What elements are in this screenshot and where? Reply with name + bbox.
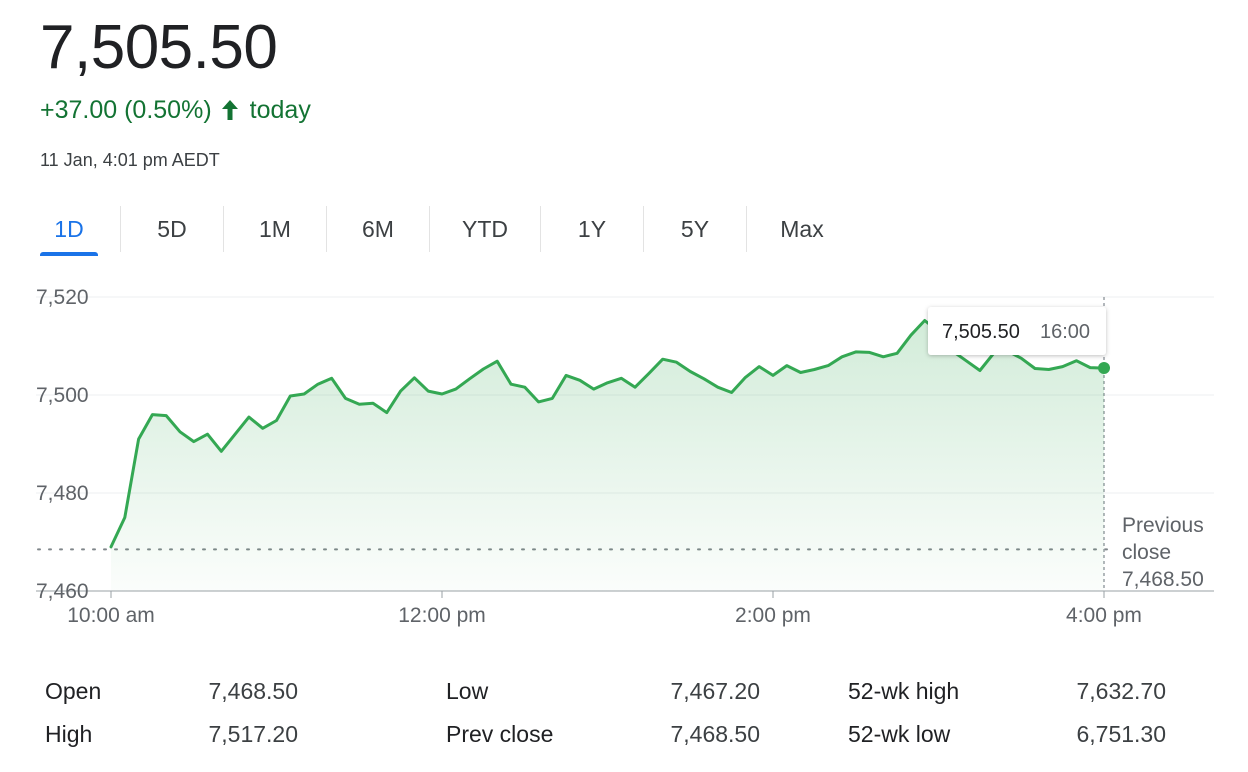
stat-label: 52-wk low bbox=[848, 721, 951, 747]
tab-1d[interactable]: 1D bbox=[18, 206, 121, 256]
tab-5y[interactable]: 5Y bbox=[644, 206, 747, 252]
tooltip-value: 7,505.50 bbox=[942, 321, 1020, 343]
tab-5d[interactable]: 5D bbox=[121, 206, 224, 252]
change-amount: +37.00 (0.50%) bbox=[40, 96, 212, 124]
x-tick-label: 12:00 pm bbox=[398, 604, 486, 627]
tab-max[interactable]: Max bbox=[780, 216, 824, 242]
stat-value: 7,517.20 bbox=[208, 721, 298, 747]
stat-value: 6,751.30 bbox=[1076, 721, 1166, 747]
tab-6m[interactable]: 6M bbox=[327, 206, 430, 252]
series-area bbox=[111, 320, 1104, 591]
previous-close-label: close bbox=[1122, 541, 1171, 564]
stat-value: 7,468.50 bbox=[208, 678, 298, 704]
tooltip: 7,505.50 16:00 bbox=[928, 307, 1106, 355]
x-tick-label: 4:00 pm bbox=[1066, 604, 1142, 627]
stat-label: Prev close bbox=[446, 721, 554, 747]
stat-label: Low bbox=[446, 678, 489, 704]
stat-value: 7,467.20 bbox=[670, 678, 760, 704]
stat-52-wk-low: 52-wk low 6,751.30 bbox=[848, 721, 1166, 748]
stat-label: High bbox=[45, 721, 93, 747]
arrow-up-icon bbox=[220, 97, 242, 123]
x-tick-label: 10:00 am bbox=[67, 604, 155, 627]
tab-1y[interactable]: 1Y bbox=[541, 206, 644, 252]
current-price: 7,505.50 bbox=[40, 13, 278, 82]
stat-52-wk-high: 52-wk high 7,632.70 bbox=[848, 678, 1166, 705]
y-tick-label: 7,500 bbox=[36, 384, 89, 407]
price-change: +37.00 (0.50%) today bbox=[40, 94, 311, 126]
stat-label: 52-wk high bbox=[848, 678, 960, 704]
stat-prev-close: Prev close 7,468.50 bbox=[446, 721, 760, 748]
last-point bbox=[1098, 362, 1110, 375]
y-tick-label: 7,460 bbox=[36, 580, 89, 603]
tab-ytd[interactable]: YTD bbox=[430, 206, 541, 252]
tooltip-box bbox=[928, 307, 1106, 355]
tab-1m[interactable]: 1M bbox=[224, 206, 327, 252]
y-tick-label: 7,480 bbox=[36, 482, 89, 505]
previous-close-label: 7,468.50 bbox=[1122, 568, 1204, 591]
stat-label: Open bbox=[45, 678, 102, 704]
stat-open: Open 7,468.50 bbox=[45, 678, 298, 705]
range-tabs: 1D 5D 1M 6M YTD 1Y 5Y Max bbox=[18, 206, 857, 256]
stats-row: High 7,517.20 Prev close 7,468.50 52-wk low 6… bbox=[45, 713, 1205, 756]
previous-close-label: Previous bbox=[1122, 514, 1204, 537]
x-tick-label: 2:00 pm bbox=[735, 604, 811, 627]
stat-value: 7,468.50 bbox=[670, 721, 760, 747]
stats-row: Open 7,468.50 Low 7,467.20 52-wk high 7,632.7… bbox=[45, 670, 1205, 713]
tooltip-time: 16:00 bbox=[1040, 321, 1090, 343]
change-period: today bbox=[249, 96, 311, 124]
stat-high: High 7,517.20 bbox=[45, 721, 298, 748]
stats-table: Open 7,468.50 Low 7,467.20 52-wk high 7,632.7… bbox=[45, 670, 1205, 756]
stat-low: Low 7,467.20 bbox=[446, 678, 760, 705]
y-tick-label: 7,520 bbox=[36, 286, 89, 309]
stat-value: 7,632.70 bbox=[1076, 678, 1166, 704]
quote-timestamp: 11 Jan, 4:01 pm AEDT bbox=[40, 150, 220, 170]
